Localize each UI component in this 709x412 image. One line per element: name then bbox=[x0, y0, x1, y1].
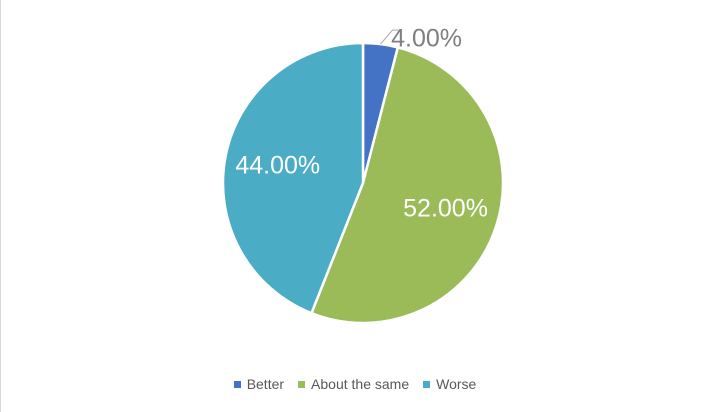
legend-swatch-worse bbox=[423, 380, 431, 388]
legend-swatch-about-the-same bbox=[298, 380, 306, 388]
data-label-better: 4.00% bbox=[391, 25, 462, 53]
leader-line-better bbox=[380, 29, 399, 45]
data-label-worse: 44.00% bbox=[235, 151, 320, 179]
legend-label-better: Better bbox=[246, 376, 285, 392]
legend-item-about-the-same: About the same bbox=[298, 376, 409, 392]
legend-item-better: Better bbox=[233, 376, 285, 392]
legend: Better About the same Worse bbox=[1, 376, 709, 392]
legend-label-worse: Worse bbox=[436, 376, 477, 392]
pie-slice-about-the-same bbox=[309, 45, 505, 325]
legend-item-worse: Worse bbox=[423, 376, 476, 392]
pie-slice-worse bbox=[221, 41, 365, 315]
legend-swatch-better bbox=[233, 380, 241, 388]
legend-label-about-the-same: About the same bbox=[311, 376, 410, 392]
data-label-about-the-same: 52.00% bbox=[403, 194, 488, 222]
